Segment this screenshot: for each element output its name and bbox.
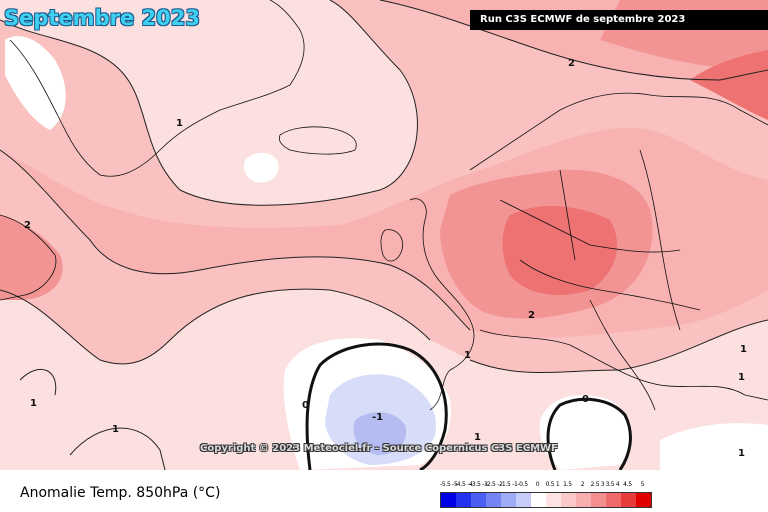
scale-swatch bbox=[576, 493, 591, 507]
scale-bar bbox=[440, 492, 652, 508]
scale-label: -4.5 -4 bbox=[455, 481, 473, 488]
legend-footer: Anomalie Temp. 850hPa (°C) -5.5 -5 -4.5 … bbox=[0, 470, 768, 512]
scale-swatch bbox=[621, 493, 636, 507]
coastline bbox=[589, 299, 656, 411]
zero-contour bbox=[546, 397, 632, 470]
border-line bbox=[559, 169, 576, 261]
contour-line bbox=[0, 288, 431, 365]
scale-swatch bbox=[531, 493, 546, 507]
contour-label: 1 bbox=[740, 344, 747, 355]
scale-swatch bbox=[546, 493, 561, 507]
contour-line bbox=[379, 0, 768, 81]
contour-line bbox=[469, 319, 768, 373]
contour-label: 0 bbox=[302, 400, 309, 411]
border-line bbox=[499, 199, 681, 253]
contour-label: 1 bbox=[738, 448, 745, 459]
coastline bbox=[409, 198, 475, 411]
contour-label: 1 bbox=[464, 350, 471, 361]
anomaly-zone-neutral bbox=[539, 395, 631, 470]
scale-label: 4.5 bbox=[623, 481, 632, 488]
anomaly-zone-hot bbox=[690, 50, 768, 120]
zero-contour bbox=[305, 342, 448, 470]
border-line bbox=[519, 259, 701, 311]
anomaly-zone-hot bbox=[502, 205, 618, 295]
contour-label: 2 bbox=[568, 58, 575, 69]
run-label: Run C3S ECMWF de septembre 2023 bbox=[470, 10, 768, 30]
scale-labels: -5.5 -5 -4.5 -4 -3.5 -3 -2.5 -2 -1.5 -1 … bbox=[440, 480, 652, 490]
scale-label: 0 bbox=[535, 481, 540, 488]
anomaly-zone-neutral bbox=[243, 152, 279, 183]
coastline bbox=[479, 329, 768, 401]
anomaly-zone-strong bbox=[0, 215, 63, 300]
anomaly-map: 2 1 2 2 1 1 0 -1 0 1 1 1 1 1 bbox=[0, 0, 768, 470]
contour-line bbox=[19, 368, 57, 396]
scale-label: -0.5 bbox=[517, 481, 528, 488]
contour-label: 2 bbox=[24, 220, 31, 231]
coastline bbox=[469, 92, 768, 171]
coastline bbox=[380, 229, 403, 262]
scale-swatch bbox=[591, 493, 606, 507]
scale-label: -1.5 -1 bbox=[500, 481, 518, 488]
contour-label: 2 bbox=[528, 310, 535, 321]
coastline bbox=[0, 214, 57, 301]
anomaly-zone-neutral bbox=[5, 36, 66, 130]
scale-swatch bbox=[456, 493, 471, 507]
scale-label: 1.5 bbox=[563, 481, 572, 488]
color-scale: -5.5 -5 -4.5 -4 -3.5 -3 -2.5 -2 -1.5 -1 … bbox=[440, 480, 652, 508]
anomaly-zone-cold bbox=[353, 412, 407, 455]
contour-label: 1 bbox=[112, 424, 119, 435]
scale-swatch bbox=[441, 493, 456, 507]
scale-swatch bbox=[516, 493, 531, 507]
scale-label: 3.5 4 bbox=[605, 481, 620, 488]
contour-label: 0 bbox=[582, 394, 589, 405]
scale-swatch bbox=[606, 493, 621, 507]
scale-label: -2.5 -2 bbox=[485, 481, 503, 488]
scale-label: 2 bbox=[580, 481, 585, 488]
map-title: Septembre 2023 bbox=[4, 6, 200, 30]
scale-swatch bbox=[471, 493, 486, 507]
anomaly-zone-neutral bbox=[660, 423, 768, 470]
scale-label: 2.5 3 bbox=[590, 481, 605, 488]
scale-label: 5 bbox=[640, 481, 645, 488]
scale-label: -5.5 -5 bbox=[440, 481, 458, 488]
scale-swatch bbox=[486, 493, 501, 507]
contour-label: 1 bbox=[738, 372, 745, 383]
scale-label: -3.5 -3 bbox=[470, 481, 488, 488]
contour-line bbox=[0, 149, 471, 331]
contour-label: 1 bbox=[176, 118, 183, 129]
scale-swatch bbox=[561, 493, 576, 507]
scale-label: 0.5 1 bbox=[545, 481, 560, 488]
contour-label: -1 bbox=[372, 412, 383, 423]
contour-line bbox=[69, 427, 166, 470]
coastline bbox=[278, 126, 357, 155]
scale-swatch bbox=[501, 493, 516, 507]
copyright-notice: Copyright © 2023 Meteociel.fr - Source C… bbox=[200, 443, 558, 454]
contour-label: 1 bbox=[30, 398, 37, 409]
coastline bbox=[9, 0, 305, 177]
border-line bbox=[639, 149, 681, 331]
scale-swatch bbox=[636, 493, 651, 507]
contour-line bbox=[0, 0, 418, 206]
legend-title: Anomalie Temp. 850hPa (°C) bbox=[20, 485, 221, 501]
contour-label: 1 bbox=[474, 432, 481, 443]
